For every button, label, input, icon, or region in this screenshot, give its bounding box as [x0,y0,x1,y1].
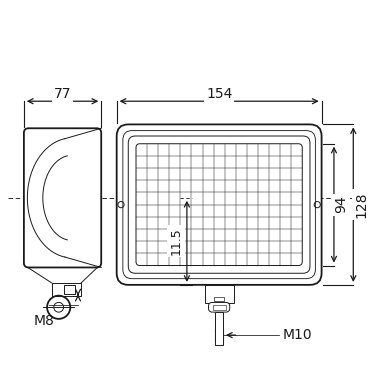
Text: 128: 128 [354,191,368,218]
Text: 11.5: 11.5 [170,227,183,255]
FancyBboxPatch shape [24,128,101,267]
Text: 154: 154 [206,87,232,101]
Text: M10: M10 [282,328,312,342]
Bar [52,283,81,296]
Bar [214,297,224,301]
Bar [215,312,223,345]
FancyBboxPatch shape [117,125,322,285]
Bar [64,286,75,294]
Text: M8: M8 [33,314,54,328]
Text: 94: 94 [334,196,348,213]
Text: 77: 77 [54,87,71,101]
Bar [204,285,234,303]
Bar [213,305,225,310]
FancyBboxPatch shape [208,302,230,312]
